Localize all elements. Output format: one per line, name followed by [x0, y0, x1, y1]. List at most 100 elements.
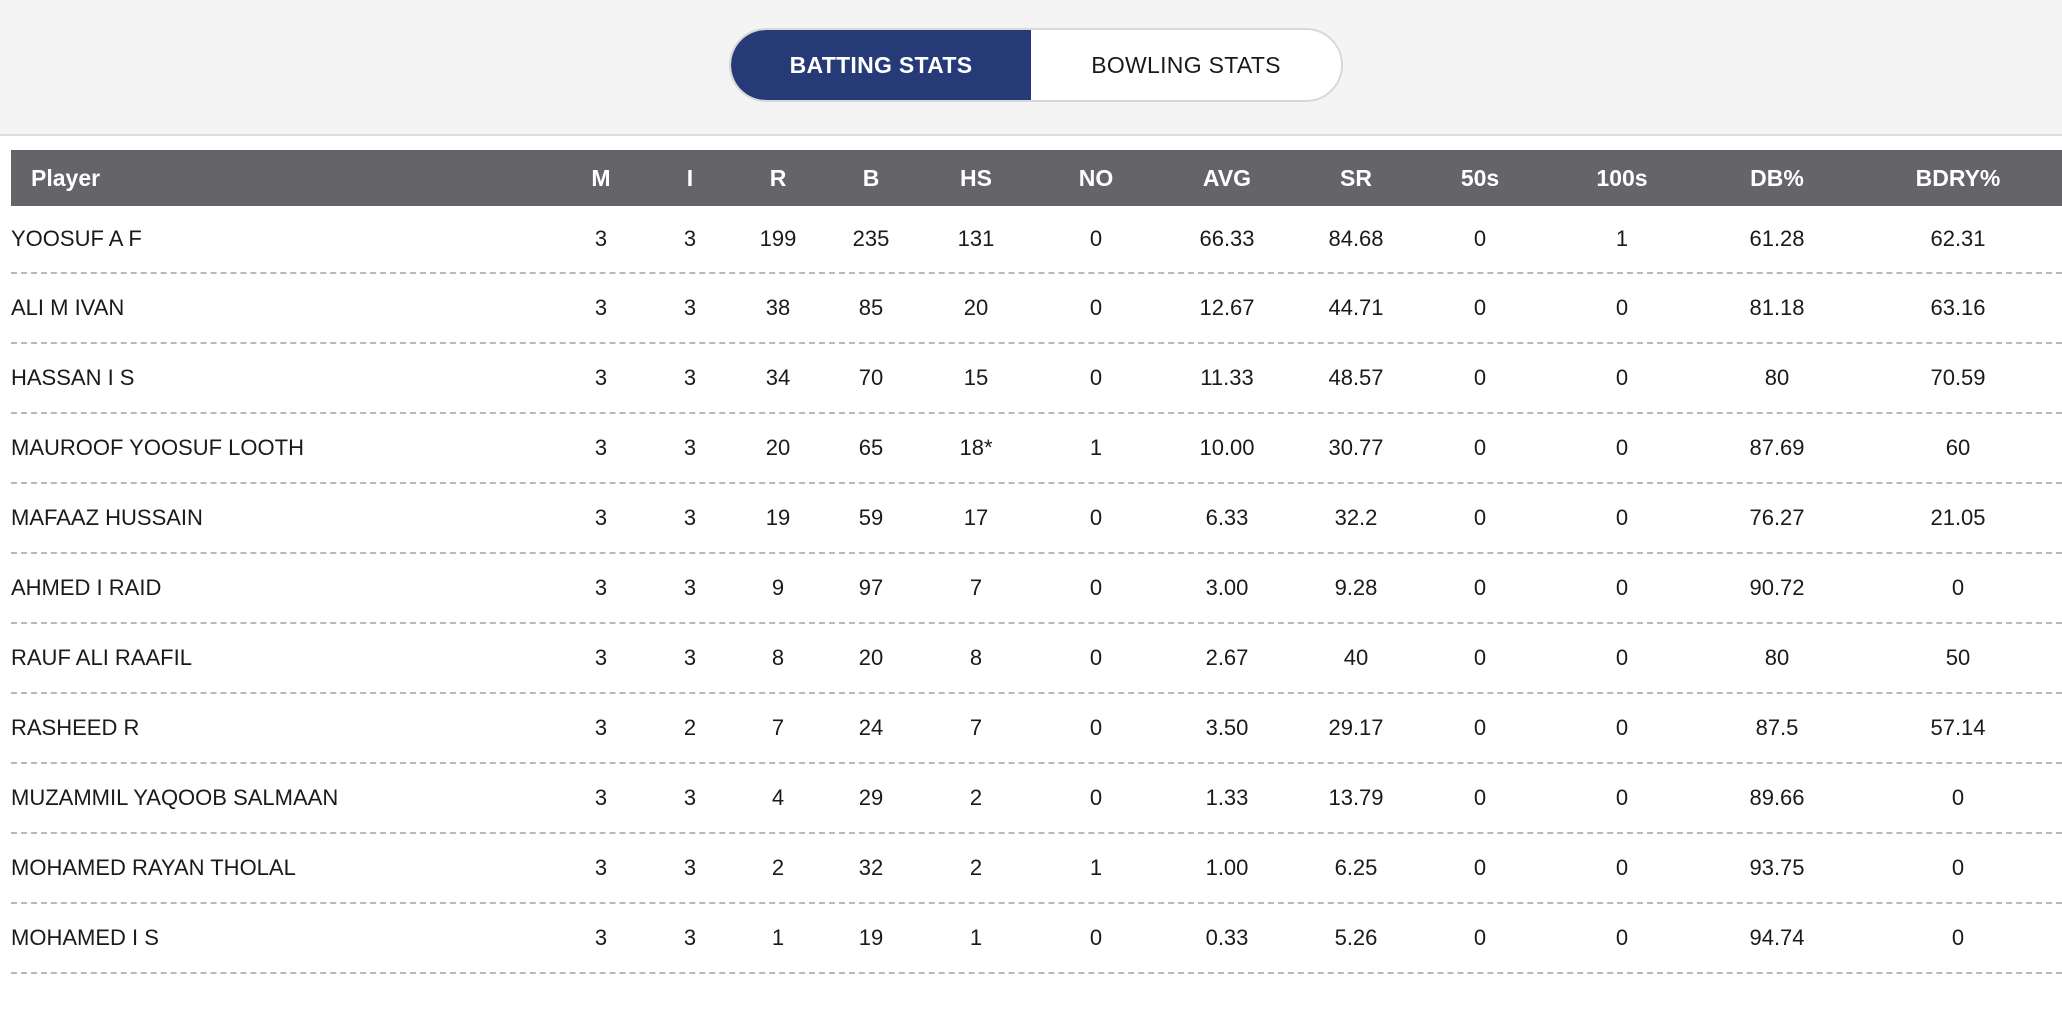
cell-no: 0: [1089, 645, 1103, 670]
table-row[interactable]: HASSAN I S 3 3 34 70 15 0 11.33 48.57 0 0 80 70.59: [11, 344, 2062, 414]
table-row[interactable]: MAUROOF YOOSUF LOOTH 3 3 20 65 18* 1 10.00 30.77…: [11, 414, 2062, 484]
cell-b: 19: [858, 925, 884, 950]
cell-player: RAUF ALI RAAFIL: [11, 645, 192, 670]
cell-bdry-pct: 0: [1951, 575, 1965, 600]
cell-r: 4: [771, 785, 785, 810]
cell-50s: 0: [1473, 645, 1487, 670]
cell-100s: 1: [1615, 226, 1629, 251]
cell-m: 3: [594, 855, 608, 880]
cell-100s: 0: [1615, 365, 1629, 390]
column-header-100s: 100s: [1596, 164, 1648, 191]
cell-avg: 1.00: [1205, 855, 1249, 880]
cell-bdry-pct: 60: [1945, 435, 1971, 460]
cell-avg: 6.33: [1205, 505, 1249, 530]
cell-avg: 0.33: [1205, 925, 1249, 950]
bowling-stats-tab[interactable]: BOWLING STATS: [1091, 51, 1281, 78]
cell-sr: 9.28: [1334, 575, 1378, 600]
cell-m: 3: [594, 785, 608, 810]
cell-hs: 2: [969, 855, 983, 880]
cell-sr: 44.71: [1328, 295, 1384, 320]
column-header-i: I: [686, 164, 694, 191]
cell-player: RASHEED R: [11, 715, 140, 740]
column-header-player: Player: [31, 164, 101, 191]
cell-db-pct: 61.28: [1749, 226, 1805, 251]
cell-r: 9: [771, 575, 785, 600]
table-row[interactable]: AHMED I RAID 3 3 9 97 7 0 3.00 9.28 0 0 90.72 0: [11, 554, 2062, 624]
cell-50s: 0: [1473, 715, 1487, 740]
cell-m: 3: [594, 295, 608, 320]
cell-hs: 18*: [959, 435, 993, 460]
cell-bdry-pct: 0: [1951, 855, 1965, 880]
cell-player: HASSAN I S: [11, 365, 135, 390]
cell-player: AHMED I RAID: [11, 575, 162, 600]
cell-m: 3: [594, 226, 608, 251]
table-row[interactable]: MAFAAZ HUSSAIN 3 3 19 59 17 0 6.33 32.2 0 0 76.27 21…: [11, 484, 2062, 554]
cell-no: 0: [1089, 785, 1103, 810]
cell-db-pct: 89.66: [1749, 785, 1805, 810]
cell-100s: 0: [1615, 435, 1629, 460]
table-row[interactable]: MOHAMED RAYAN THOLAL 3 3 2 32 2 1 1.00 6.25 0 0 93.…: [11, 834, 2062, 904]
column-header-no: NO: [1078, 164, 1114, 191]
cell-hs: 7: [969, 575, 983, 600]
cell-r: 1: [771, 925, 785, 950]
cell-hs: 2: [969, 785, 983, 810]
cell-no: 0: [1089, 925, 1103, 950]
column-header-m: M: [591, 164, 611, 191]
cell-no: 0: [1089, 575, 1103, 600]
cell-100s: 0: [1615, 575, 1629, 600]
cell-i: 3: [683, 226, 697, 251]
cell-b: 20: [858, 645, 884, 670]
cell-avg: 66.33: [1199, 226, 1255, 251]
cell-avg: 11.33: [1200, 365, 1254, 390]
cell-avg: 3.00: [1205, 575, 1249, 600]
cell-player: YOOSUF A F: [11, 226, 142, 251]
cell-no: 1: [1089, 855, 1103, 880]
column-header-hs: HS: [960, 164, 992, 191]
cell-db-pct: 76.27: [1749, 505, 1805, 530]
cell-50s: 0: [1473, 855, 1487, 880]
cell-i: 3: [683, 365, 697, 390]
cell-r: 34: [765, 365, 791, 390]
batting-stats-tab[interactable]: BATTING STATS: [731, 30, 1031, 100]
cell-b: 65: [858, 435, 884, 460]
table-row[interactable]: RAUF ALI RAAFIL 3 3 8 20 8 0 2.67 40 0 0 80 50: [11, 624, 2062, 694]
cell-100s: 0: [1615, 785, 1629, 810]
table-row[interactable]: MUZAMMIL YAQOOB SALMAAN 3 3 4 29 2 0 1.33 13.79 0…: [11, 764, 2062, 834]
column-header-sr: SR: [1340, 164, 1372, 191]
cell-i: 3: [683, 575, 697, 600]
table-row[interactable]: RASHEED R 3 2 7 24 7 0 3.50 29.17 0 0 87.5 57.14: [11, 694, 2062, 764]
cell-50s: 0: [1473, 925, 1487, 950]
cell-hs: 17: [963, 505, 989, 530]
cell-db-pct: 93.75: [1749, 855, 1805, 880]
cell-sr: 5.26: [1334, 925, 1378, 950]
cell-50s: 0: [1473, 575, 1487, 600]
cell-bdry-pct: 57.14: [1930, 715, 1986, 740]
cell-i: 3: [683, 785, 697, 810]
cell-i: 3: [683, 855, 697, 880]
cell-sr: 48.57: [1328, 365, 1384, 390]
column-header-r: R: [769, 164, 787, 191]
cell-hs: 15: [963, 365, 989, 390]
column-header-50s: 50s: [1460, 164, 1500, 191]
cell-hs: 20: [963, 295, 989, 320]
cell-player: MUZAMMIL YAQOOB SALMAAN: [11, 785, 339, 810]
table-row[interactable]: ALI M IVAN 3 3 38 85 20 0 12.67 44.71 0 0 81.18 63.1…: [11, 274, 2062, 344]
cell-b: 85: [858, 295, 884, 320]
cell-i: 3: [683, 295, 697, 320]
cell-i: 2: [683, 715, 697, 740]
cell-i: 3: [683, 925, 697, 950]
cell-r: 38: [765, 295, 791, 320]
column-header-b: B: [862, 164, 880, 191]
cell-bdry-pct: 62.31: [1930, 226, 1986, 251]
cell-b: 24: [858, 715, 884, 740]
cell-avg: 10.00: [1199, 435, 1255, 460]
cell-b: 235: [852, 226, 890, 251]
cell-no: 1: [1089, 435, 1103, 460]
table-row[interactable]: YOOSUF A F 3 3 199 235 131 0 66.33 84.68 0 1 61.28 6…: [11, 206, 2062, 274]
cell-db-pct: 90.72: [1749, 575, 1805, 600]
cell-100s: 0: [1615, 715, 1629, 740]
stats-type-toggle: BATTING STATS BOWLING STATS: [729, 28, 1343, 102]
cell-r: 2: [771, 855, 785, 880]
cell-db-pct: 80: [1764, 365, 1790, 390]
table-row[interactable]: MOHAMED I S 3 3 1 19 1 0 0.33 5.26 0 0 94.74 0: [11, 904, 2062, 974]
